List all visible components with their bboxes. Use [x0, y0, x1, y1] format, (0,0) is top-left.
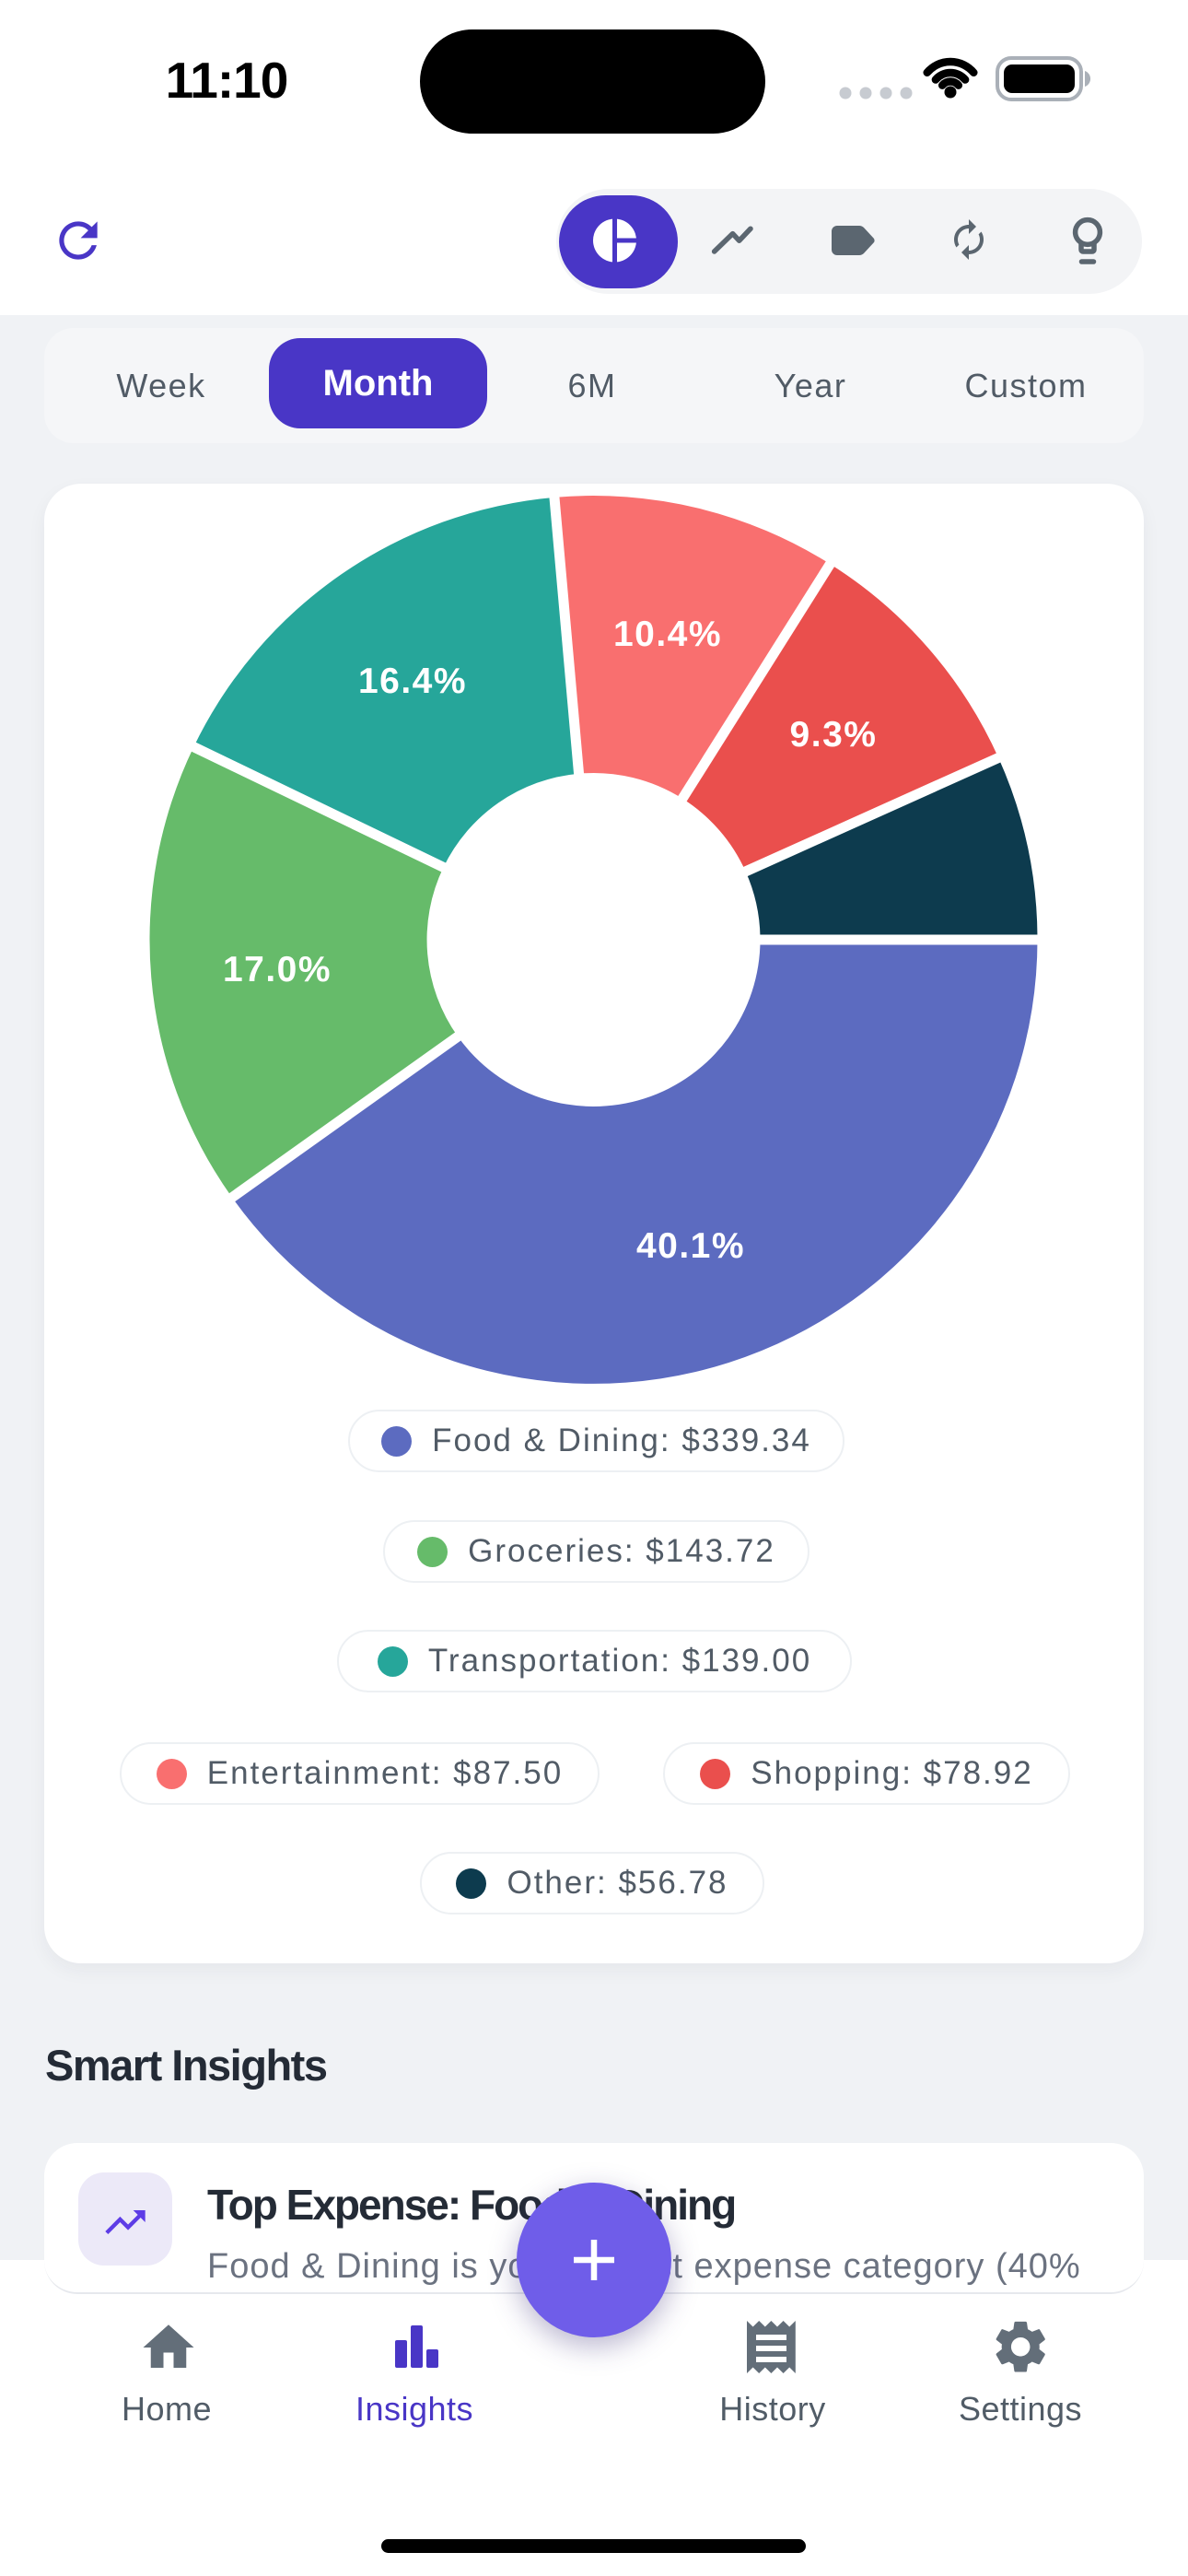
svg-text:10.4%: 10.4% [613, 615, 722, 654]
svg-text:16.4%: 16.4% [358, 662, 467, 701]
svg-text:40.1%: 40.1% [636, 1226, 745, 1266]
svg-text:9.3%: 9.3% [790, 715, 878, 755]
svg-text:17.0%: 17.0% [223, 950, 332, 989]
